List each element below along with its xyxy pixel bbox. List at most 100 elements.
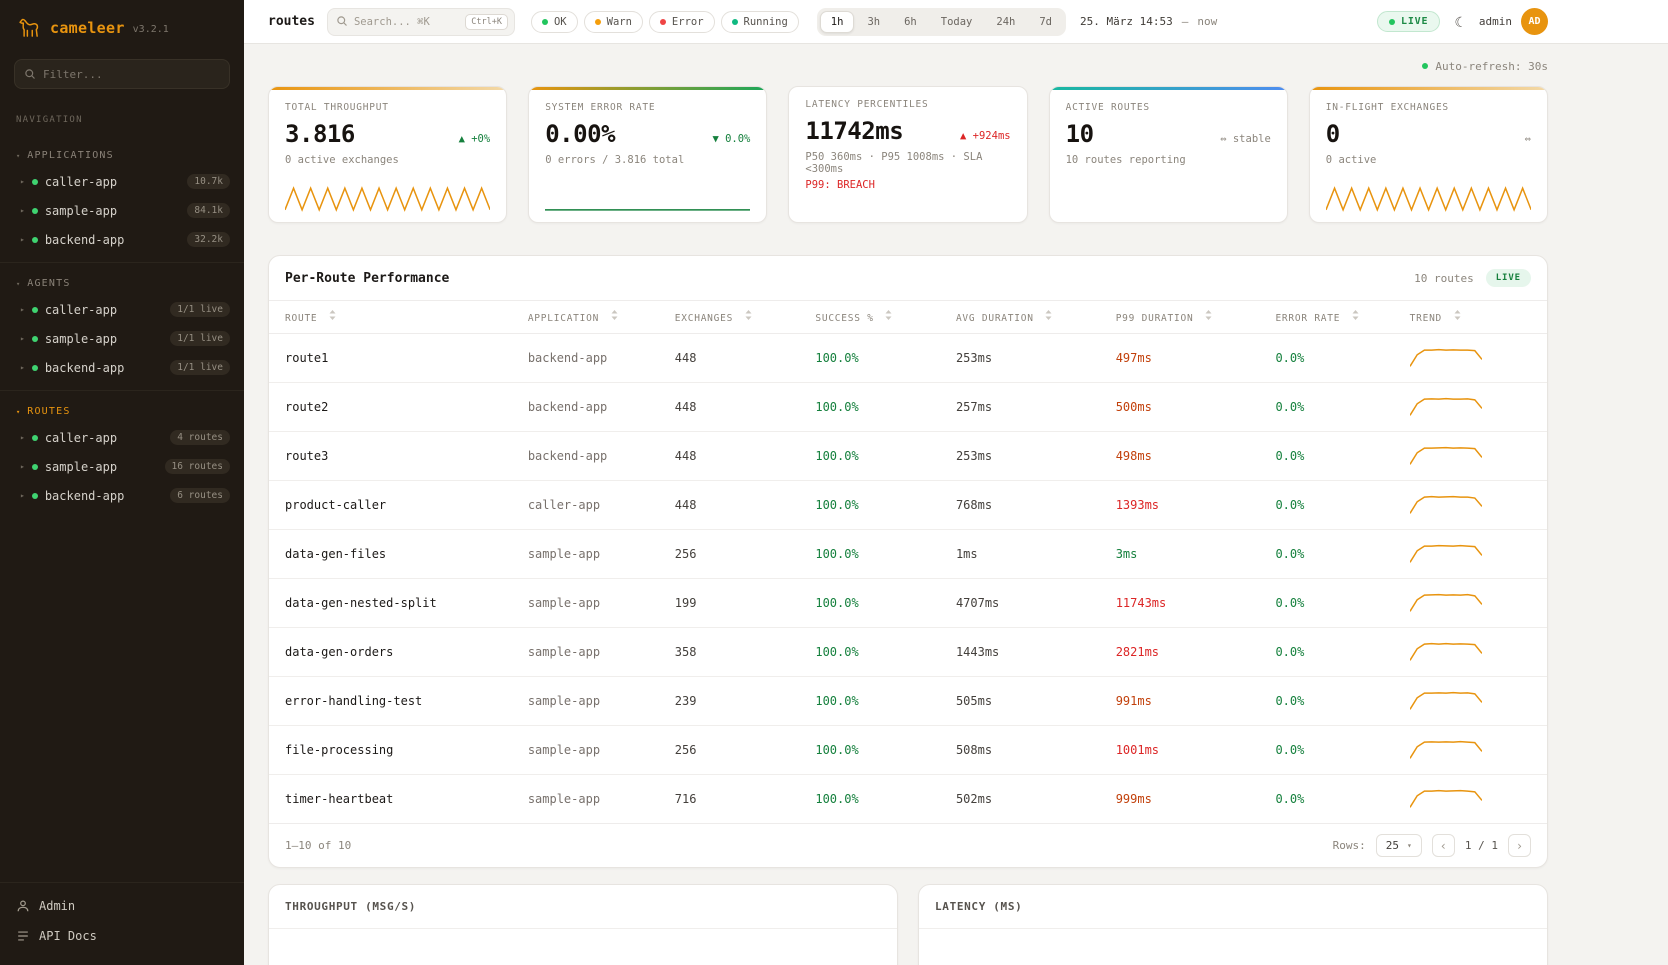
prev-page-button[interactable]: ‹: [1431, 834, 1455, 857]
column-header-label: SUCCESS %: [815, 313, 874, 324]
chart-panel: LATENCY (MS): [918, 884, 1548, 965]
chevron-right-icon: ▸: [20, 334, 25, 343]
cell-p99-duration: 498ms: [1099, 431, 1260, 481]
sidebar-item[interactable]: ▸ caller-app 4 routes: [0, 423, 244, 452]
time-range-button[interactable]: 24h: [985, 11, 1026, 33]
per-route-performance-panel: Per-Route Performance 10 routes LIVE: [268, 255, 1548, 868]
trend-sparkline: [1410, 446, 1482, 466]
sidebar-item[interactable]: ▸ backend-app 32.2k: [0, 225, 244, 254]
column-header[interactable]: ROUTE: [269, 300, 512, 334]
sidebar-item[interactable]: ▸ backend-app 6 routes: [0, 481, 244, 510]
rows-per-page-select[interactable]: 25 ▾: [1375, 834, 1422, 857]
cell-trend: [1393, 431, 1547, 481]
kpi-subtext: 10 routes reporting: [1065, 154, 1186, 166]
table-row[interactable]: data-gen-nested-split sample-app 199 100…: [269, 578, 1547, 628]
routes-table: ROUTE APPLICATION: [269, 300, 1547, 823]
live-badge: LIVE: [1377, 11, 1441, 32]
table-row[interactable]: data-gen-files sample-app 256 100.0% 1ms…: [269, 529, 1547, 579]
column-header[interactable]: SUCCESS %: [799, 300, 940, 334]
table-row[interactable]: timer-heartbeat sample-app 716 100.0% 50…: [269, 775, 1547, 824]
cell-trend: [1393, 578, 1547, 628]
sidebar-section-routes: ▾ ROUTES ▸ caller-app 4 routes: [0, 390, 244, 518]
cell-trend: [1393, 725, 1547, 775]
trend-sparkline: [1410, 544, 1482, 564]
table-row[interactable]: route2 backend-app 448 100.0% 257ms 500m…: [269, 382, 1547, 432]
sidebar-filter-input[interactable]: [43, 67, 220, 81]
cell-route: error-handling-test: [269, 676, 512, 726]
table-row[interactable]: file-processing sample-app 256 100.0% 50…: [269, 725, 1547, 775]
cell-avg-duration: 4707ms: [939, 578, 1100, 628]
status-filter-pill[interactable]: Warn: [583, 10, 643, 33]
time-range-button[interactable]: 3h: [856, 11, 891, 33]
time-range-group: 1h 3h 6h Today 24h 7d: [816, 7, 1066, 36]
status-filter-pill[interactable]: OK: [530, 10, 578, 33]
global-search[interactable]: Ctrl+K: [326, 7, 515, 36]
time-from: 25. März 14:53: [1080, 15, 1173, 28]
sidebar-filter[interactable]: [14, 59, 230, 89]
table-row[interactable]: data-gen-orders sample-app 358 100.0% 14…: [269, 627, 1547, 677]
status-dot: [31, 364, 38, 371]
sidebar-item-admin[interactable]: Admin: [0, 891, 244, 921]
sort-icon: [1205, 310, 1212, 323]
kpi-value: 0: [1325, 120, 1340, 148]
search-shortcut-badge: Ctrl+K: [465, 13, 508, 30]
cell-avg-duration: 502ms: [955, 792, 993, 806]
cell-exchanges: 448: [658, 382, 800, 432]
section-header-routes[interactable]: ▾ ROUTES: [0, 401, 244, 423]
kpi-sparkline: [805, 191, 1010, 217]
time-range-button[interactable]: Today: [930, 11, 984, 33]
cell-trend: [1393, 333, 1547, 383]
cell-error-rate: 0.0%: [1259, 627, 1394, 677]
sidebar-item[interactable]: ▸ caller-app 10.7k: [0, 167, 244, 196]
cell-route: route2: [269, 382, 512, 432]
dark-mode-toggle[interactable]: ☾: [1454, 15, 1467, 29]
kpi-delta: ⇔ stable: [1220, 133, 1271, 145]
search-input[interactable]: [353, 15, 460, 28]
sidebar-item[interactable]: ▸ caller-app 1/1 live: [0, 295, 244, 324]
section-header-applications[interactable]: ▾ APPLICATIONS: [0, 145, 244, 167]
trend-sparkline: [1410, 495, 1482, 515]
status-dot: [541, 18, 548, 25]
table-row[interactable]: error-handling-test sample-app 239 100.0…: [269, 676, 1547, 726]
sidebar-item-badge: 84.1k: [187, 203, 230, 218]
column-header[interactable]: ERROR RATE: [1259, 300, 1394, 334]
sidebar-item[interactable]: ▸ backend-app 1/1 live: [0, 353, 244, 382]
kpi-value: 0.00%: [545, 120, 616, 148]
next-page-button[interactable]: ›: [1508, 834, 1531, 857]
kpi-value: 11742ms: [805, 117, 904, 145]
sidebar-item[interactable]: ▸ sample-app 1/1 live: [0, 324, 244, 353]
chart-body: [269, 929, 897, 965]
sidebar-item-label: caller-app: [44, 430, 118, 445]
time-display[interactable]: 25. März 14:53 — now: [1080, 15, 1217, 28]
kpi-accent-bar: [529, 87, 767, 90]
sidebar-item[interactable]: ▸ sample-app 84.1k: [0, 196, 244, 225]
sidebar-item[interactable]: ▸ sample-app 16 routes: [0, 452, 244, 481]
sidebar-item-api-docs[interactable]: API Docs: [0, 921, 244, 951]
cell-success: 100.0%: [799, 333, 940, 383]
table-row[interactable]: route1 backend-app 448 100.0% 253ms 497m…: [269, 333, 1547, 383]
cell-route: data-gen-orders: [269, 627, 512, 677]
time-range-button[interactable]: 1h: [819, 10, 855, 33]
avatar[interactable]: AD: [1521, 8, 1548, 35]
column-header[interactable]: AVG DURATION: [939, 300, 1100, 334]
column-header[interactable]: P99 DURATION: [1099, 300, 1260, 334]
chart-panel: THROUGHPUT (MSG/S): [268, 884, 898, 965]
time-range-button[interactable]: 6h: [893, 11, 928, 33]
section-header-agents[interactable]: ▾ AGENTS: [0, 273, 244, 295]
cell-p99-duration: 1393ms: [1099, 480, 1260, 530]
kpi-card: ACTIVE ROUTES 10 ⇔ stable 10 routes repo…: [1048, 86, 1288, 223]
charts-grid: THROUGHPUT (MSG/S) LATENCY (MS): [268, 884, 1548, 965]
table-row[interactable]: route3 backend-app 448 100.0% 253ms 498m…: [269, 431, 1547, 481]
time-range-button[interactable]: 7d: [1028, 11, 1063, 33]
status-filter-pill[interactable]: Error: [648, 10, 715, 33]
column-header[interactable]: TREND: [1393, 300, 1547, 334]
sidebar-section-agents: ▾ AGENTS ▸ caller-app 1/1 live: [0, 262, 244, 390]
app-logo[interactable]: cameleer v3.2.1: [0, 0, 244, 53]
cell-application: sample-app: [511, 578, 659, 628]
kpi-subtext: 0 errors / 3.816 total: [545, 154, 685, 166]
column-header[interactable]: APPLICATION: [511, 300, 659, 334]
column-header[interactable]: EXCHANGES: [658, 300, 800, 334]
table-row[interactable]: product-caller caller-app 448 100.0% 768…: [269, 480, 1547, 530]
status-filter-pill[interactable]: Running: [720, 10, 799, 33]
status-dot: [31, 434, 38, 441]
